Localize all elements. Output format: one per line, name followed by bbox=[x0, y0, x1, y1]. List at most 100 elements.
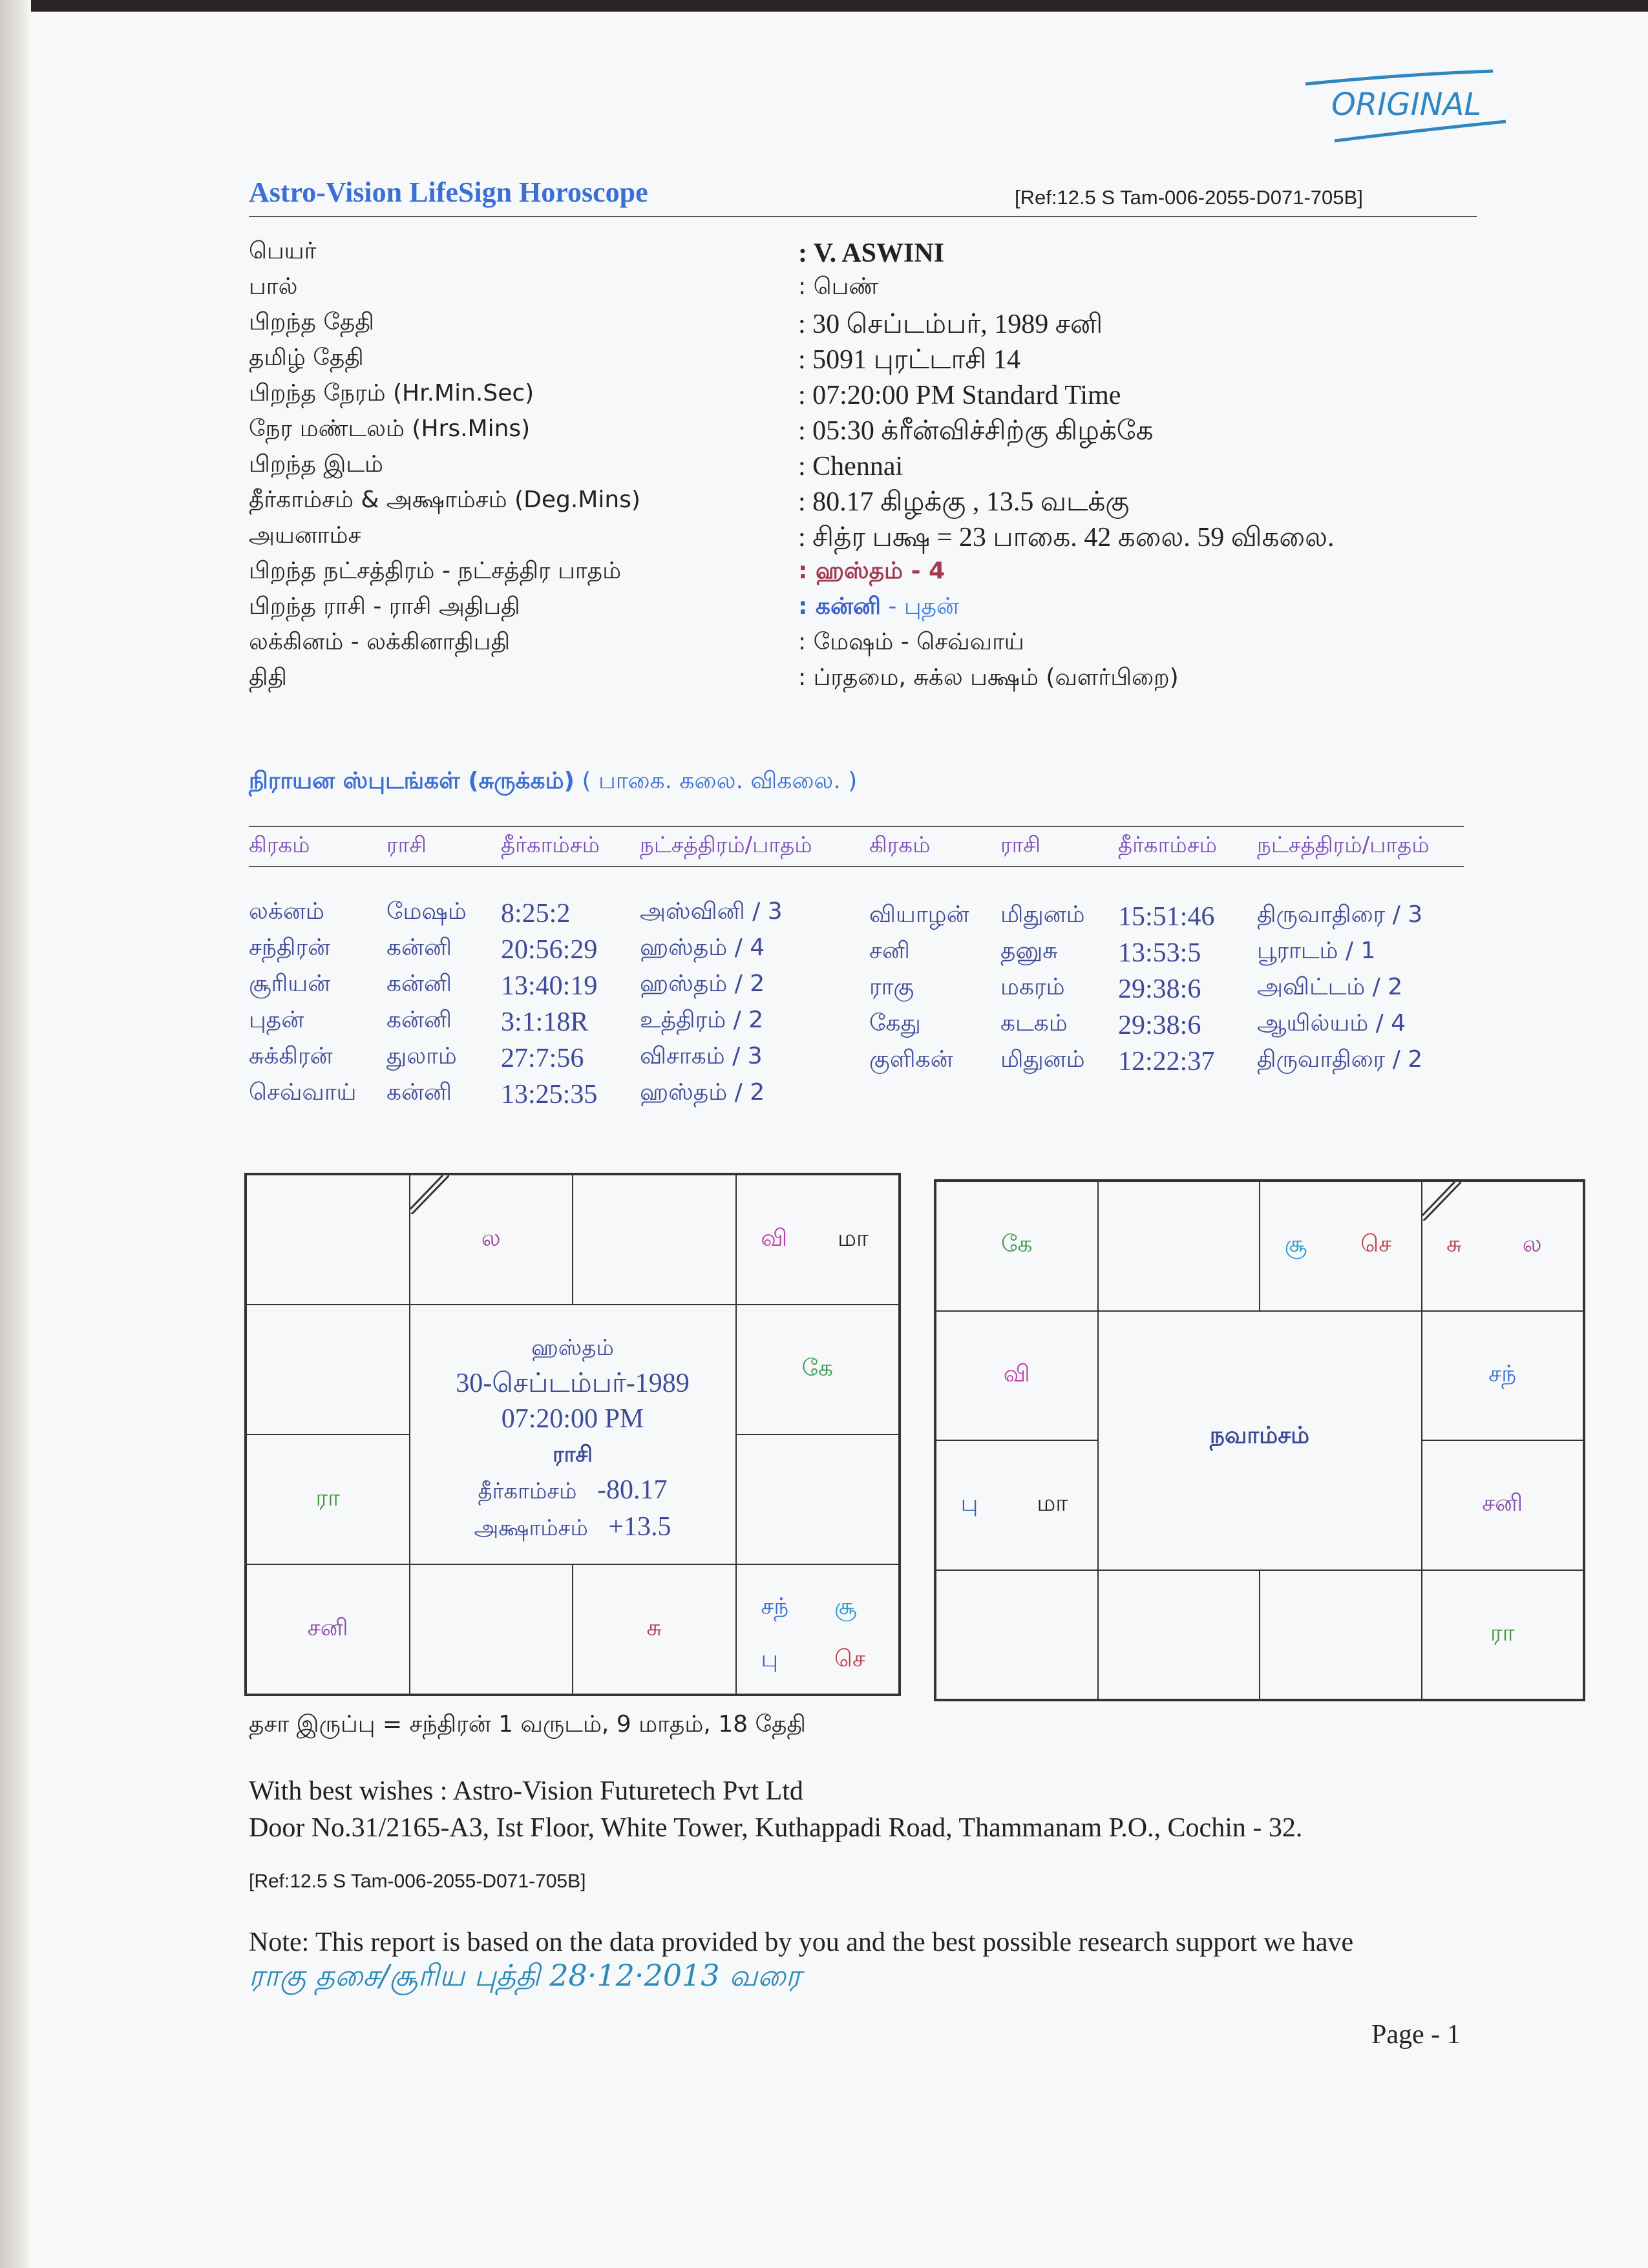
chart-house bbox=[1097, 1570, 1260, 1699]
chart-house bbox=[1097, 1181, 1260, 1311]
detail-value: : 80.17 கிழக்கு , 13.5 வடக்கு bbox=[798, 487, 1130, 517]
planet-பு: பு bbox=[960, 1490, 978, 1517]
detail-row: பிறந்த ராசி - ராசி அதிபதி: கன்னி - புதன் bbox=[249, 593, 1477, 629]
detail-value: : 5091 புரட்டாசி 14 bbox=[798, 345, 1020, 375]
section-heading: நிராயன ஸ்புடங்கள் (சுருக்கம்) bbox=[249, 768, 575, 794]
footer-wishes: With best wishes : Astro-Vision Futurete… bbox=[249, 1776, 803, 1806]
detail-label: லக்கினம் - லக்கினாதிபதி bbox=[249, 629, 511, 655]
scan-edge-top bbox=[0, 0, 1648, 12]
table-header: ராசி bbox=[1000, 832, 1041, 858]
table-cell: குளிகன் bbox=[869, 1046, 953, 1073]
table-cell: அஸ்வினி / 3 bbox=[640, 898, 783, 925]
navamsa-chart-title: நவாம்சம் bbox=[1209, 1422, 1310, 1449]
chart-house bbox=[936, 1570, 1098, 1699]
chart-house: சூ செ bbox=[1260, 1181, 1422, 1311]
detail-value: : பெண் bbox=[798, 273, 879, 300]
planet-சு: சு bbox=[1446, 1231, 1462, 1258]
chart-house: ல bbox=[409, 1175, 573, 1305]
detail-value: : 05:30 க்ரீன்விச்சிற்கு கிழக்கே bbox=[798, 416, 1154, 446]
table-top-rule bbox=[249, 826, 1464, 827]
table-cell: உத்திரம் / 2 bbox=[640, 1007, 764, 1033]
report-title: Astro-Vision LifeSign Horoscope bbox=[249, 176, 648, 208]
detail-row: பிறந்த நட்சத்திரம் - நட்சத்திர பாதம்: ஹஸ… bbox=[249, 558, 1477, 593]
chart-house: கே bbox=[735, 1305, 899, 1434]
center-nakshatra: ஹஸ்தம் bbox=[531, 1335, 614, 1361]
chart-house: கே bbox=[936, 1181, 1098, 1311]
table-cell: கடகம் bbox=[1000, 1010, 1068, 1036]
planet-சூ: சூ bbox=[1284, 1231, 1307, 1258]
detail-row: பிறந்த இடம்: Chennai bbox=[249, 451, 1477, 487]
detail-label: பிறந்த தேதி bbox=[249, 309, 374, 335]
table-cell: ராகு bbox=[869, 974, 914, 1000]
center-latitude: அக்ஷாம்சம் +13.5 bbox=[410, 1509, 736, 1546]
chart-house: சனி bbox=[1421, 1440, 1583, 1570]
table-cell: கன்னி bbox=[386, 1007, 452, 1033]
planet-வி: வி bbox=[761, 1224, 788, 1252]
table-cell: விசாகம் / 3 bbox=[640, 1043, 763, 1069]
detail-value: : 07:20:00 PM Standard Time bbox=[798, 381, 1121, 410]
chart-house: ரா bbox=[246, 1434, 410, 1564]
table-cell: சந்திரன் bbox=[249, 934, 331, 961]
handwritten-annotation: ராகு தசை/சூரிய புத்தி 28·12·2013 வரை bbox=[249, 1958, 801, 1993]
center-time: 07:20:00 PM bbox=[501, 1404, 644, 1434]
center-date: 30-செப்டம்பர்-1989 bbox=[456, 1369, 690, 1398]
chart-house bbox=[246, 1305, 410, 1434]
table-cell: 15:51:46 bbox=[1118, 902, 1215, 932]
detail-value: : சித்ர பக்ஷ = 23 பாகை. 42 கலை. 59 விகலை… bbox=[798, 523, 1335, 552]
table-header: தீர்காம்சம் bbox=[1118, 832, 1217, 858]
table-cell: சுக்கிரன் bbox=[249, 1043, 333, 1069]
ascendant-marker-icon bbox=[410, 1175, 449, 1214]
table-cell: 3:1:18R bbox=[501, 1007, 589, 1037]
svg-text:ORIGINAL: ORIGINAL bbox=[1331, 87, 1481, 123]
table-cell: மகரம் bbox=[1000, 974, 1065, 1000]
chart-house: வி மா bbox=[735, 1175, 899, 1305]
detail-value: : V. ASWINI bbox=[798, 238, 945, 268]
footer-address: Door No.31/2165-A3, Ist Floor, White Tow… bbox=[249, 1813, 1303, 1843]
center-longitude: தீர்காம்சம் -80.17 bbox=[410, 1473, 736, 1509]
planet-ல: ல bbox=[1522, 1231, 1542, 1258]
detail-label: பிறந்த நேரம் (Hr.Min.Sec) bbox=[249, 380, 534, 406]
planet-கே: கே bbox=[801, 1354, 834, 1381]
planet-செ: செ bbox=[834, 1645, 865, 1672]
latitude-value: +13.5 bbox=[587, 1512, 671, 1542]
table-cell: 20:56:29 bbox=[501, 935, 598, 965]
ascendant-marker-icon bbox=[1422, 1182, 1461, 1221]
table-cell: சூரியன் bbox=[249, 971, 331, 997]
chart-house: வி bbox=[936, 1310, 1098, 1440]
table-cell: ஹஸ்தம் / 4 bbox=[640, 934, 765, 961]
table-cell: 29:38:6 bbox=[1118, 1011, 1201, 1040]
chart-house: ரா bbox=[1421, 1570, 1583, 1699]
chart-house bbox=[409, 1564, 573, 1694]
chart-house bbox=[735, 1434, 899, 1564]
detail-row: அயனாம்ச: சித்ர பக்ஷ = 23 பாகை. 42 கலை. 5… bbox=[249, 522, 1477, 558]
table-cell: தனுசு bbox=[1000, 938, 1058, 964]
planet-பு: பு bbox=[761, 1645, 779, 1672]
section-units: ( பாகை. கலை. விகலை. ) bbox=[582, 768, 858, 794]
table-cell: மிதுனம் bbox=[1000, 901, 1085, 928]
header-divider bbox=[249, 216, 1477, 217]
table-cell: வியாழன் bbox=[869, 901, 969, 928]
table-cell: 12:22:37 bbox=[1118, 1047, 1215, 1076]
table-cell: லக்னம் bbox=[249, 898, 324, 925]
navamsa-chart: கே சூ செ சு ல சந் சனி ரா பு மா வி நவாம்சம் bbox=[934, 1179, 1585, 1701]
chart-house: சு ல bbox=[1421, 1181, 1583, 1311]
table-header: நட்சத்திரம்/பாதம் bbox=[640, 832, 812, 858]
chart-house: சனி bbox=[246, 1564, 410, 1694]
table-bottom-rule bbox=[249, 866, 1464, 867]
table-cell: மிதுனம் bbox=[1000, 1046, 1085, 1073]
detail-row: பிறந்த நேரம் (Hr.Min.Sec) : 07:20:00 PM S… bbox=[249, 380, 1477, 415]
planet-சனி: சனி bbox=[307, 1614, 348, 1641]
table-cell: 29:38:6 bbox=[1118, 974, 1201, 1004]
rasi-chart-center: ஹஸ்தம் 30-செப்டம்பர்-1989 07:20:00 PM ராசி த… bbox=[410, 1330, 736, 1546]
planet-ரா: ரா bbox=[315, 1484, 340, 1511]
planet-ரா: ரா bbox=[1490, 1619, 1515, 1646]
table-cell: கன்னி bbox=[386, 934, 452, 961]
detail-label: பிறந்த நட்சத்திரம் - நட்சத்திர பாதம் bbox=[249, 558, 622, 584]
detail-label: பிறந்த ராசி - ராசி அதிபதி bbox=[249, 593, 520, 620]
planet-வி: வி bbox=[1003, 1360, 1030, 1387]
table-header: கிரகம் bbox=[249, 832, 310, 858]
detail-row: பிறந்த தேதி : 30 செப்டம்பர், 1989 சனி bbox=[249, 309, 1477, 344]
detail-label: பிறந்த இடம் bbox=[249, 451, 383, 478]
detail-value: : 30 செப்டம்பர், 1989 சனி bbox=[798, 310, 1103, 339]
table-cell: துலாம் bbox=[386, 1043, 457, 1069]
